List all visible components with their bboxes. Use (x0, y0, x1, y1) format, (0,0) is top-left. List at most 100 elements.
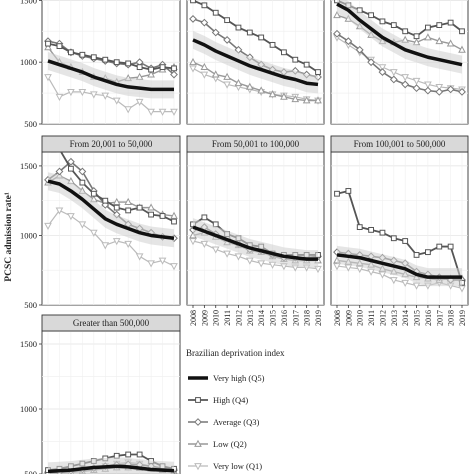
legend-label: Average (Q3) (213, 417, 260, 427)
data-point (446, 39, 455, 47)
data-point (79, 51, 86, 58)
data-point (44, 43, 52, 51)
panel-2 (186, 0, 325, 125)
data-point (389, 277, 398, 285)
data-point (135, 253, 144, 261)
data-point (413, 252, 420, 258)
data-point (257, 86, 266, 94)
data-point (379, 229, 386, 236)
data-point (125, 207, 132, 214)
smooth-band (48, 172, 174, 248)
data-point (170, 108, 178, 116)
facet-title: From 100,001 to 500,000 (354, 139, 446, 149)
data-point (378, 64, 387, 72)
y-tick-label: 1000 (20, 230, 37, 240)
data-point (189, 238, 197, 246)
data-point (102, 197, 109, 204)
data-point (136, 451, 143, 458)
y-axis-label: PCSC admission rate¹ (4, 192, 14, 282)
data-point (112, 238, 121, 246)
panel-3 (330, 0, 469, 125)
panel-4: From 20,001 to 50,000 500 1000 1500 (20, 135, 181, 310)
series-group (44, 37, 178, 116)
data-point (459, 28, 465, 35)
legend-label: Very high (Q5) (213, 373, 265, 383)
data-point (458, 87, 466, 96)
data-point (435, 84, 444, 92)
series-group (44, 451, 178, 474)
data-point (147, 260, 155, 268)
data-point (56, 43, 63, 50)
data-point (413, 33, 420, 40)
legend-title: Brazilian deprivation index (186, 348, 285, 358)
data-point (390, 22, 397, 28)
data-point (113, 59, 120, 66)
data-point (200, 62, 209, 71)
data-point (281, 49, 287, 56)
panels-layer: 500 1000 1500 From 20,001 to 50,000 500 1000 1… (20, 0, 469, 474)
data-point (334, 190, 340, 197)
data-point (102, 56, 109, 63)
series-line (47, 179, 175, 240)
data-point (447, 19, 454, 26)
data-point (189, 57, 197, 66)
data-point (436, 22, 443, 28)
data-point (148, 66, 154, 73)
data-point (211, 28, 220, 37)
data-point (136, 64, 143, 71)
legend-label: Very low (Q1) (213, 461, 262, 471)
data-point (90, 54, 97, 61)
data-point (55, 93, 64, 102)
data-point (90, 190, 97, 197)
data-point (170, 70, 178, 79)
data-point (78, 167, 87, 176)
data-point (424, 86, 432, 95)
data-point (435, 87, 444, 96)
data-point (125, 60, 132, 67)
x-tick-label: 2010 (212, 310, 221, 326)
data-point (55, 207, 64, 215)
x-tick-label: 2014 (257, 310, 266, 326)
x-tick-label: 2008 (189, 310, 198, 326)
x-tick-label: 2011 (223, 310, 232, 326)
data-point (124, 197, 133, 205)
data-point (89, 91, 98, 99)
data-point (171, 65, 177, 72)
data-point (389, 69, 398, 77)
gridlines (42, 331, 180, 474)
data-point (436, 243, 443, 250)
data-point (200, 71, 209, 79)
y-tick-label: 1000 (20, 404, 37, 414)
y-tick-label: 1500 (20, 339, 37, 349)
x-tick-label: 2016 (424, 310, 433, 326)
legend-marker (194, 439, 202, 447)
data-point (124, 106, 133, 114)
data-point (67, 213, 75, 221)
data-point (425, 24, 431, 31)
facet-strip (41, 314, 181, 332)
data-point (135, 98, 144, 107)
data-point (223, 81, 231, 89)
data-point (246, 29, 253, 36)
facet-strip (41, 135, 181, 153)
data-point (67, 88, 75, 97)
data-point (401, 80, 410, 89)
data-point (435, 36, 444, 45)
data-point (303, 61, 310, 68)
data-point (124, 240, 133, 249)
series-line (47, 59, 174, 92)
y-tick-label: 500 (24, 469, 37, 474)
x-tick-label: 2015 (269, 310, 278, 326)
data-point (125, 451, 132, 458)
data-point (78, 88, 87, 97)
data-point (148, 211, 154, 218)
data-point (159, 213, 166, 219)
data-point (302, 96, 311, 104)
data-point (170, 263, 178, 271)
legend-marker (195, 397, 201, 403)
legend-item: Average (Q3) (188, 417, 260, 427)
legend-item: High (Q4) (188, 395, 248, 405)
data-point (158, 257, 167, 265)
data-point (424, 33, 432, 41)
